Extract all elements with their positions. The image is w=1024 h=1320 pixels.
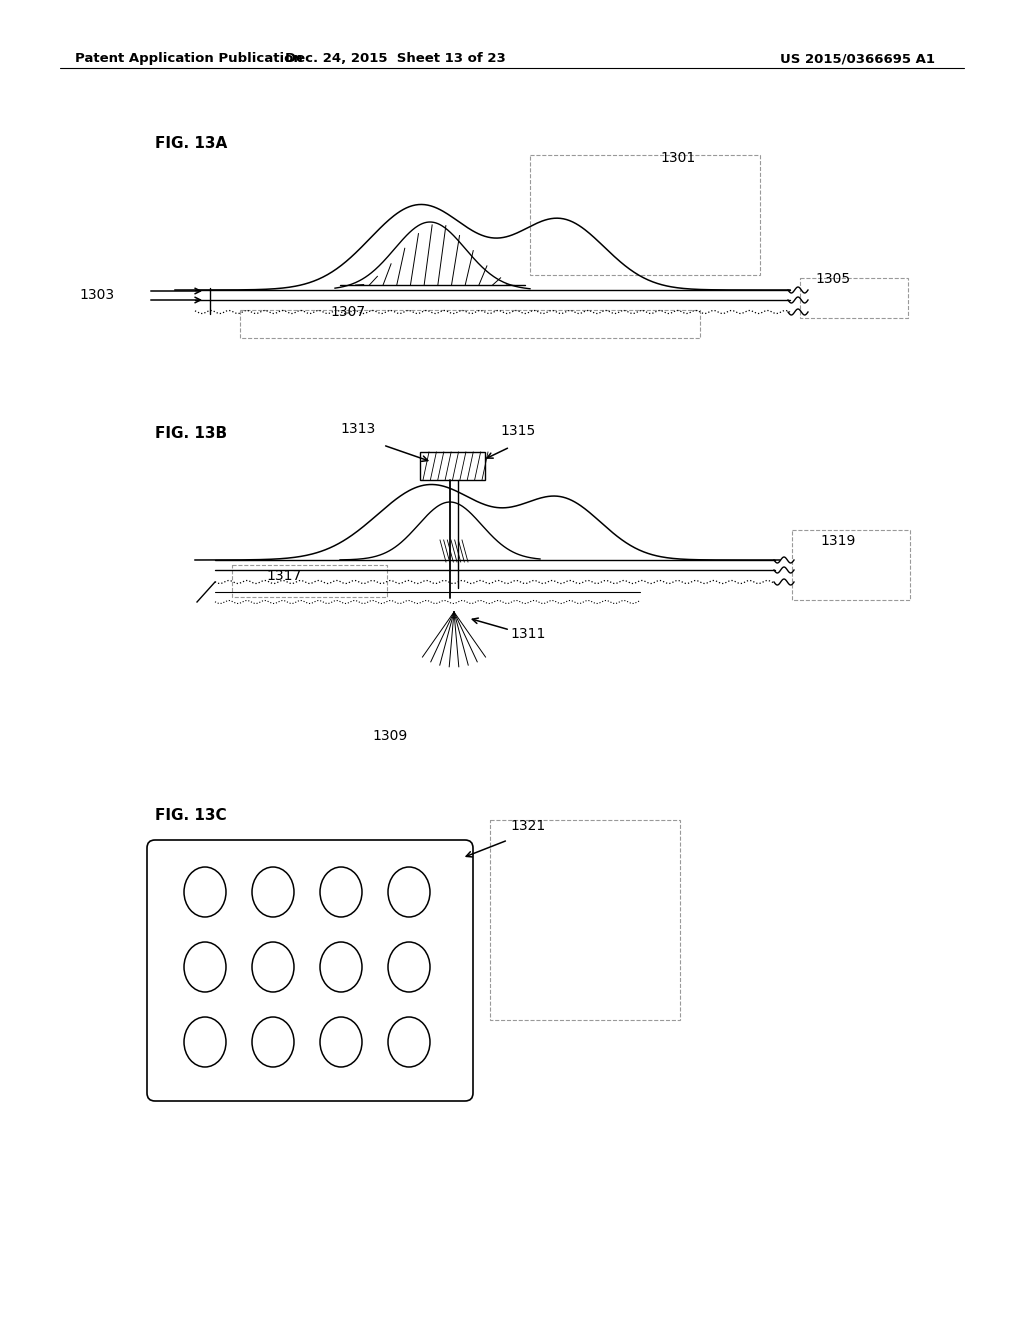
Text: 1317: 1317	[266, 569, 301, 583]
Text: 1307: 1307	[330, 305, 366, 319]
Bar	[420, 451, 485, 480]
Text: 1313: 1313	[340, 422, 375, 436]
Text: Dec. 24, 2015  Sheet 13 of 23: Dec. 24, 2015 Sheet 13 of 23	[285, 51, 506, 65]
Text: 1311: 1311	[510, 627, 546, 642]
Text: FIG. 13C: FIG. 13C	[155, 808, 226, 822]
Text: Patent Application Publication: Patent Application Publication	[75, 51, 303, 65]
Text: 1321: 1321	[510, 818, 545, 833]
Text: 1301: 1301	[660, 150, 695, 165]
Text: 1303: 1303	[80, 288, 115, 302]
Text: FIG. 13A: FIG. 13A	[155, 136, 227, 150]
Bar	[490, 820, 680, 1020]
Text: 1319: 1319	[820, 535, 855, 548]
Text: 1315: 1315	[500, 424, 536, 438]
Text: 1305: 1305	[815, 272, 850, 286]
Bar	[792, 531, 910, 601]
Text: US 2015/0366695 A1: US 2015/0366695 A1	[780, 51, 935, 65]
Bar	[240, 310, 700, 338]
Bar	[800, 279, 908, 318]
Text: FIG. 13B: FIG. 13B	[155, 426, 227, 441]
Bar	[232, 565, 387, 597]
Text: 1309: 1309	[373, 729, 408, 743]
Bar	[530, 154, 760, 275]
